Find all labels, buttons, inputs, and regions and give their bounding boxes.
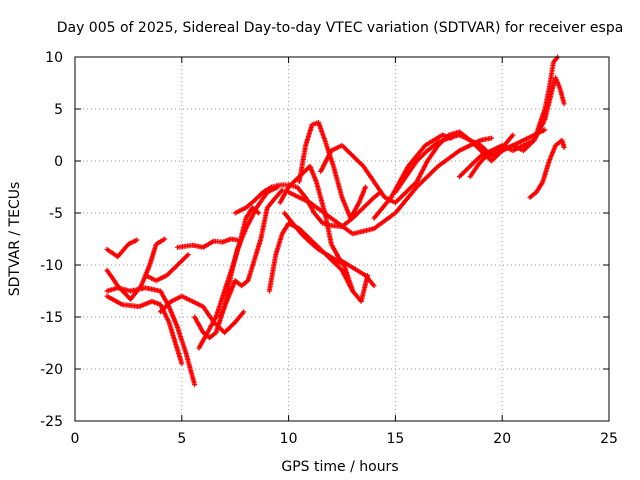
data-points (527, 137, 567, 200)
data-points (296, 120, 368, 221)
grid (75, 57, 609, 421)
y-tick-label: 10 (45, 50, 63, 66)
series-track-6 (175, 236, 240, 250)
plot-area (104, 54, 567, 388)
series-track-17 (286, 135, 494, 237)
x-tick-label: 25 (600, 431, 618, 447)
series-track-14 (296, 120, 368, 221)
y-tick-label: 0 (54, 154, 63, 170)
data-points (175, 236, 240, 250)
series-track-22 (527, 137, 567, 200)
data-points (217, 187, 285, 320)
x-tick-label: 5 (177, 431, 186, 447)
data-points (286, 135, 494, 237)
y-axis-label: SDTVAR / TECUs (7, 182, 23, 297)
x-tick-label: 10 (280, 431, 298, 447)
series-track-23 (467, 132, 516, 180)
chart-title: Day 005 of 2025, Sidereal Day-to-day VTE… (57, 20, 624, 36)
series-track-5 (143, 252, 191, 284)
x-tick-label: 15 (386, 431, 404, 447)
data-points (277, 163, 377, 289)
series-track-10 (217, 187, 285, 320)
plot-border (74, 56, 610, 422)
x-tick-label: 0 (71, 431, 80, 447)
series-track-21 (499, 54, 561, 154)
data-points (104, 237, 140, 260)
series-track-15 (281, 210, 371, 304)
y-tick-label: -10 (40, 258, 63, 274)
data-points (467, 132, 516, 180)
x-axis: 0 5 10 15 20 25 (71, 57, 618, 447)
series-track-4 (104, 285, 198, 388)
data-points (104, 293, 185, 367)
data-points (143, 252, 191, 284)
y-tick-label: 5 (54, 102, 63, 118)
series-track-13 (277, 163, 377, 289)
y-tick-label: -25 (40, 414, 63, 430)
data-points (104, 285, 198, 388)
series-track-3 (104, 293, 185, 367)
data-points (499, 54, 561, 154)
series-track-1 (104, 237, 140, 260)
data-points (281, 210, 371, 304)
y-tick-label: -15 (40, 310, 63, 326)
y-tick-label: -20 (40, 362, 63, 378)
y-axis: 10 5 0 -5 -10 -15 -20 -25 (40, 50, 609, 430)
x-tick-label: 20 (493, 431, 511, 447)
y-tick-label: -5 (49, 206, 63, 222)
x-axis-label: GPS time / hours (281, 459, 398, 475)
